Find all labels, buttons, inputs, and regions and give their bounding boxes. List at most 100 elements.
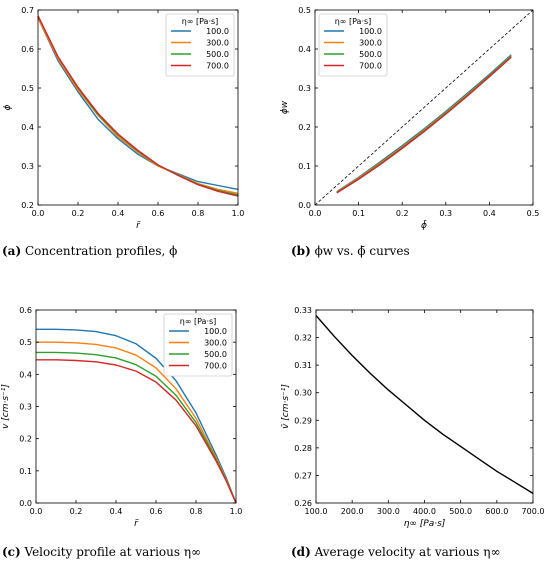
x-tick-label: 0.2: [396, 209, 409, 218]
y-tick-label: 0.32: [294, 334, 312, 343]
x-tick-label: 0.4: [110, 507, 123, 516]
y-tick-label: 0.0: [19, 499, 32, 508]
x-tick-label: 300.0: [377, 507, 400, 516]
series-line-300.0: [336, 55, 512, 193]
legend-box: [165, 13, 235, 77]
series-line-700.0: [36, 359, 237, 504]
x-tick-label: 0.0: [32, 209, 45, 218]
x-tick-label: 0.4: [112, 209, 125, 218]
caption-b: (b) ϕw vs. ϕ̄ curves: [291, 244, 410, 258]
legend-entry: 700.0: [204, 362, 227, 371]
legend-entry: 100.0: [206, 27, 229, 36]
legend-entry: 100.0: [359, 27, 382, 36]
x-tick-label: 0.2: [70, 507, 83, 516]
y-tick-label: 0.3: [19, 403, 32, 412]
legend-entry: 500.0: [206, 50, 229, 59]
legend-entry: 300.0: [204, 339, 227, 348]
y-tick-label: 0.33: [294, 306, 312, 315]
chart-d: 100.0 200.0 300.0 400.0 500.0 600.0 700.0 0.26 0…: [281, 306, 544, 529]
x-tick-label: 700.0: [522, 507, 545, 516]
x-tick-label: 0.3: [439, 209, 452, 218]
x-axis-label: η∞ [Pa·s]: [404, 519, 446, 529]
y-tick-label: 0.3: [298, 84, 311, 93]
y-tick-label: 0.4: [21, 123, 34, 132]
legend: η∞ [Pa·s]100.0 300.0 500.0 700.0: [165, 13, 235, 77]
y-tick-label: 0.27: [294, 471, 312, 480]
x-tick-label: 100.0: [305, 507, 328, 516]
x-tick-label: 0.1: [352, 209, 365, 218]
legend: η∞ [Pa·s]100.0 300.0 500.0 700.0: [318, 13, 388, 77]
y-tick-label: 0.26: [294, 499, 312, 508]
reference-line: [314, 9, 534, 206]
y-tick-label: 0.1: [19, 467, 32, 476]
y-tick-label: 0.28: [294, 444, 312, 453]
legend-title: η∞ [Pa·s]: [182, 17, 219, 26]
x-tick-label: 0.8: [192, 209, 205, 218]
series-line-100.0: [37, 17, 239, 191]
series-line-300.0: [37, 17, 239, 194]
y-tick-label: 0.4: [19, 370, 32, 379]
plot-frame: [314, 9, 534, 206]
x-axis-label: ϕ̄: [421, 219, 427, 231]
x-tick-label: 0.8: [190, 507, 203, 516]
y-tick-label: 0.4: [298, 45, 311, 54]
x-tick-label: 0.0: [309, 209, 322, 218]
y-axis-label: v [cm·s⁻¹]: [1, 384, 11, 429]
y-tick-label: 0.2: [298, 123, 311, 132]
x-tick-label: 0.5: [527, 209, 540, 218]
legend-entry: 100.0: [204, 327, 227, 336]
x-tick-label: 600.0: [485, 507, 508, 516]
chart-a: 0.0 0.2 0.4 0.6 0.8 1.00.20.30.40.50.60.7r̃ϕη…: [3, 6, 244, 231]
y-tick-label: 0.6: [21, 45, 34, 54]
x-tick-label: 400.0: [413, 507, 436, 516]
series-line-300.0: [36, 341, 237, 504]
y-tick-label: 0.31: [294, 361, 312, 370]
y-tick-label: 0.1: [298, 162, 311, 171]
x-tick-label: 0.6: [152, 209, 165, 218]
x-axis-label: r̃: [134, 519, 139, 529]
legend-entry: 300.0: [359, 39, 382, 48]
chart-b: 0.0 0.1 0.2 0.3 0.4 0.5 0.0 0.1 0.2 0.3 0.4 0.5 ϕ̄ ϕw…: [280, 6, 539, 231]
caption-c: (c) Velocity profile at various η∞: [2, 545, 202, 559]
legend-box: [318, 13, 388, 77]
legend-entry: 700.0: [359, 62, 382, 71]
plot-frame: [37, 9, 239, 206]
legend-entry: 700.0: [206, 62, 229, 71]
legend-entry: 500.0: [204, 350, 227, 359]
x-tick-label: 0.6: [150, 507, 163, 516]
series-line-main: [315, 315, 534, 494]
legend: η∞ [Pa·s]100.0 300.0 500.0 700.0: [163, 313, 233, 377]
caption-a: (a) Concentration profiles, ϕ: [2, 244, 178, 258]
legend-title: η∞ [Pa·s]: [180, 317, 217, 326]
x-axis-label: r̃: [136, 221, 141, 231]
x-tick-label: 500.0: [449, 507, 472, 516]
x-tick-label: 200.0: [341, 507, 364, 516]
legend-box: [163, 313, 233, 377]
chart-c: 0.0 0.2 0.4 0.6 0.8 1.0 0.0 0.1 0.2 0.3 0.4 0.5 0.6 r…: [1, 306, 242, 529]
y-tick-label: 0.5: [298, 6, 311, 15]
y-tick-label: 0.7: [21, 6, 34, 15]
series-line-700.0: [37, 15, 239, 197]
y-axis-label: v̄ [cm·s⁻¹]: [281, 384, 291, 429]
x-tick-label: 0.2: [72, 209, 85, 218]
y-tick-label: 0.5: [19, 338, 32, 347]
x-tick-label: 1.0: [230, 507, 243, 516]
legend-entry: 300.0: [206, 39, 229, 48]
y-axis-label: ϕ: [3, 104, 13, 110]
y-tick-label: 0.30: [294, 389, 312, 398]
series-line-100.0: [36, 328, 237, 504]
x-tick-label: 0.4: [483, 209, 496, 218]
y-tick-label: 0.6: [19, 306, 32, 315]
series-line-700.0: [336, 56, 512, 194]
y-tick-label: 0.3: [21, 162, 34, 171]
y-tick-label: 0.29: [294, 416, 312, 425]
series-line-500.0: [336, 55, 512, 194]
series-line-100.0: [336, 54, 512, 193]
legend-title: η∞ [Pa·s]: [335, 17, 372, 26]
caption-d: (d) Average velocity at various η∞: [291, 545, 501, 559]
y-tick-label: 0.0: [298, 201, 311, 210]
legend-entry: 500.0: [359, 50, 382, 59]
y-tick-label: 0.2: [21, 201, 34, 210]
y-axis-label: ϕw: [280, 100, 290, 114]
